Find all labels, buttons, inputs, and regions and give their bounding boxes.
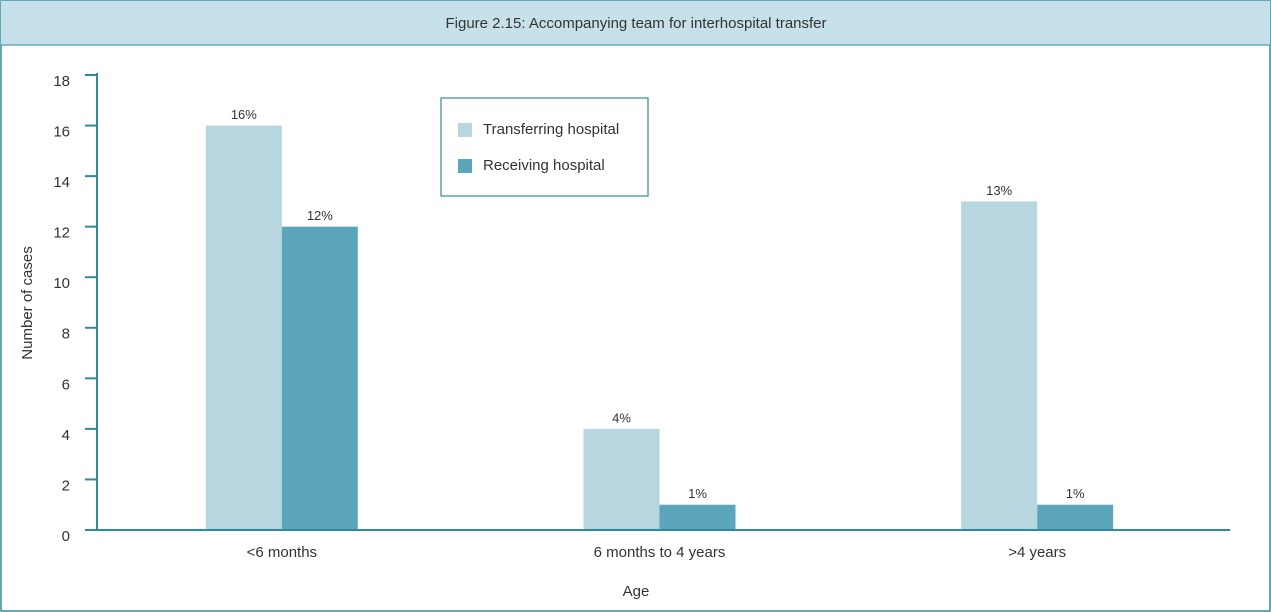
- bar: [583, 428, 660, 530]
- y-axis-label: Number of cases: [19, 246, 36, 359]
- bar: [961, 201, 1038, 530]
- x-tick-label: 6 months to 4 years: [594, 544, 726, 561]
- y-tick-label: 18: [53, 73, 70, 90]
- legend-label: Transferring hospital: [483, 121, 619, 138]
- y-tick-label: 2: [62, 477, 70, 494]
- legend-box: [440, 97, 649, 197]
- chart-title: Figure 2.15: Accompanying team for inter…: [445, 15, 826, 32]
- y-tick-label: 10: [53, 275, 70, 292]
- y-tick-label: 6: [62, 376, 70, 393]
- x-axis-label: Age: [623, 583, 650, 600]
- y-tick-label: 8: [62, 326, 70, 343]
- x-tick-label: >4 years: [1008, 544, 1066, 561]
- bar: [1037, 504, 1114, 530]
- value-label: 1%: [1066, 486, 1085, 501]
- bar: [281, 226, 358, 530]
- y-tick-label: 12: [53, 225, 70, 242]
- value-label: 13%: [986, 183, 1012, 198]
- value-label: 1%: [688, 486, 707, 501]
- value-label: 12%: [307, 208, 333, 223]
- y-tick-label: 14: [53, 174, 70, 191]
- y-tick-label: 4: [62, 427, 70, 444]
- legend-swatch: [458, 159, 472, 173]
- x-tick-label: <6 months: [247, 544, 317, 561]
- value-label: 16%: [231, 107, 257, 122]
- value-label: 4%: [612, 410, 631, 425]
- legend-swatch: [458, 123, 472, 137]
- bar: [205, 125, 282, 531]
- y-tick-label: 16: [53, 124, 70, 141]
- y-tick-label: 0: [62, 528, 70, 545]
- legend-label: Receiving hospital: [483, 157, 605, 174]
- bar: [659, 504, 736, 530]
- title-band: [1, 1, 1270, 45]
